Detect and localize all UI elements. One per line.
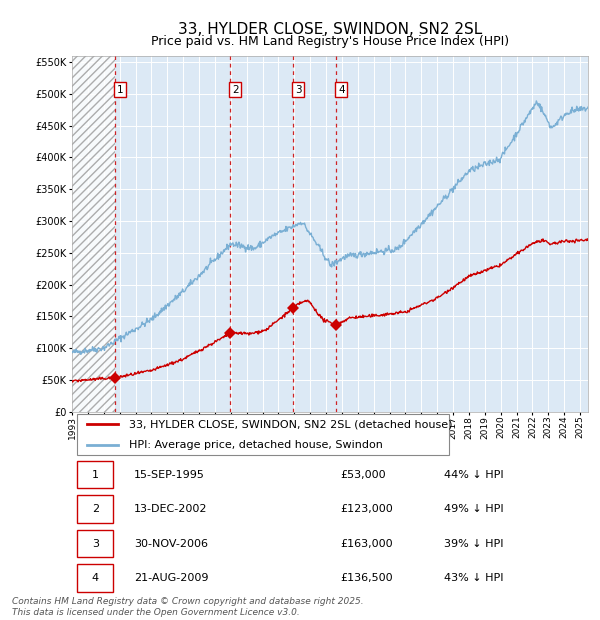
Text: 4: 4 bbox=[338, 84, 345, 95]
Text: 44% ↓ HPI: 44% ↓ HPI bbox=[443, 470, 503, 480]
Text: HPI: Average price, detached house, Swindon: HPI: Average price, detached house, Swin… bbox=[129, 440, 383, 450]
Text: 39% ↓ HPI: 39% ↓ HPI bbox=[443, 539, 503, 549]
Text: £136,500: £136,500 bbox=[340, 573, 393, 583]
Text: 2: 2 bbox=[92, 504, 99, 514]
Bar bbox=[72, 56, 115, 412]
Text: 21-AUG-2009: 21-AUG-2009 bbox=[134, 573, 208, 583]
Text: 3: 3 bbox=[92, 539, 99, 549]
Text: 1: 1 bbox=[92, 470, 99, 480]
Text: 4: 4 bbox=[92, 573, 99, 583]
FancyBboxPatch shape bbox=[77, 495, 113, 523]
Text: Price paid vs. HM Land Registry's House Price Index (HPI): Price paid vs. HM Land Registry's House … bbox=[151, 35, 509, 48]
Text: 15-SEP-1995: 15-SEP-1995 bbox=[134, 470, 205, 480]
Text: 3: 3 bbox=[295, 84, 302, 95]
Text: £163,000: £163,000 bbox=[340, 539, 393, 549]
Text: 30-NOV-2006: 30-NOV-2006 bbox=[134, 539, 208, 549]
FancyBboxPatch shape bbox=[77, 414, 449, 455]
Text: 33, HYLDER CLOSE, SWINDON, SN2 2SL: 33, HYLDER CLOSE, SWINDON, SN2 2SL bbox=[178, 22, 482, 37]
Text: 49% ↓ HPI: 49% ↓ HPI bbox=[443, 504, 503, 514]
Text: £123,000: £123,000 bbox=[340, 504, 393, 514]
Text: 13-DEC-2002: 13-DEC-2002 bbox=[134, 504, 208, 514]
Text: £53,000: £53,000 bbox=[340, 470, 386, 480]
Text: 1: 1 bbox=[117, 84, 124, 95]
Text: 33, HYLDER CLOSE, SWINDON, SN2 2SL (detached house): 33, HYLDER CLOSE, SWINDON, SN2 2SL (deta… bbox=[129, 419, 452, 430]
Text: 2: 2 bbox=[232, 84, 239, 95]
FancyBboxPatch shape bbox=[77, 461, 113, 489]
FancyBboxPatch shape bbox=[77, 564, 113, 591]
FancyBboxPatch shape bbox=[77, 529, 113, 557]
Text: 43% ↓ HPI: 43% ↓ HPI bbox=[443, 573, 503, 583]
Text: Contains HM Land Registry data © Crown copyright and database right 2025.
This d: Contains HM Land Registry data © Crown c… bbox=[12, 598, 364, 617]
